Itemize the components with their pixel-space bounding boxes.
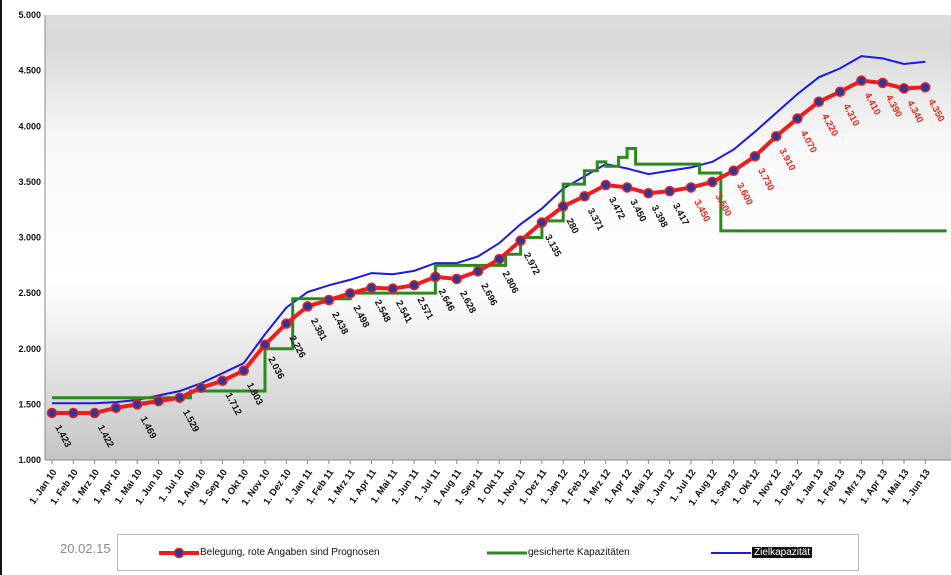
data-point-belegung <box>281 318 292 329</box>
y-tick-label: 1.000 <box>18 455 41 465</box>
data-point-belegung <box>451 273 462 285</box>
data-point-belegung <box>557 201 569 212</box>
data-point-belegung <box>728 165 739 176</box>
data-point-belegung <box>685 182 697 193</box>
data-point-belegung <box>536 217 548 228</box>
y-tick-label: 1.500 <box>18 399 41 409</box>
data-point-belegung <box>472 266 484 277</box>
legend-item-belegung: Belegung, rote Angaben sind Prognosen <box>158 535 380 570</box>
data-point-belegung <box>131 399 143 410</box>
data-point-belegung <box>920 82 931 93</box>
data-point-belegung <box>217 375 228 387</box>
y-axis: 1.000 1.500 2.000 2.500 3.000 3.500 4.000 4.500… <box>18 10 46 465</box>
legend-swatch-green <box>487 551 527 554</box>
data-point-belegung <box>174 392 186 403</box>
y-tick-label: 5.000 <box>18 10 41 20</box>
data-point-belegung <box>579 190 590 202</box>
data-point-belegung <box>792 113 803 124</box>
data-point-belegung <box>46 407 58 419</box>
data-point-belegung <box>238 365 249 376</box>
data-point-belegung <box>323 294 335 306</box>
y-tick-label: 3.500 <box>18 177 41 187</box>
footer-date: 20.02.15 <box>60 541 111 556</box>
data-point-belegung <box>68 407 79 419</box>
data-point-belegung <box>834 86 846 98</box>
legend-swatch-red <box>159 547 199 558</box>
data-point-belegung <box>195 382 207 393</box>
y-tick-label: 3.000 <box>18 233 41 243</box>
series-layer <box>46 55 947 419</box>
legend: Belegung, rote Angaben sind Prognosen ge… <box>117 534 859 571</box>
data-point-belegung <box>259 339 271 350</box>
data-point-belegung <box>344 288 356 299</box>
y-tick-label: 4.000 <box>18 121 41 131</box>
data-point-belegung <box>153 395 164 407</box>
data-point-belegung <box>856 75 867 86</box>
data-point-belegung <box>643 187 654 199</box>
data-point-belegung <box>621 182 633 193</box>
legend-label-kapazitaeten: gesicherte Kapazitäten <box>528 547 630 558</box>
y-tick-label: 2.000 <box>18 344 41 354</box>
data-point-belegung <box>600 179 612 191</box>
y-tick-label: 2.500 <box>18 288 41 298</box>
data-point-belegung <box>707 176 718 188</box>
x-axis: 1. Jan 101. Feb 101. Mrz 101. Apr 101. M… <box>27 459 951 508</box>
legend-swatch-blue <box>711 551 751 554</box>
data-point-belegung <box>494 253 505 265</box>
frame-border <box>0 0 2 575</box>
data-point-belegung <box>813 96 825 108</box>
data-point-belegung <box>110 402 122 414</box>
data-point-belegung <box>877 77 888 89</box>
data-point-belegung <box>430 271 441 283</box>
legend-item-kapazitaeten: gesicherte Kapazitäten <box>486 535 630 570</box>
legend-label-belegung: Belegung, rote Angaben sind Prognosen <box>200 547 380 558</box>
data-point-belegung <box>749 151 761 162</box>
data-point-belegung <box>366 282 377 294</box>
data-point-belegung <box>898 83 910 94</box>
data-point-belegung <box>89 407 100 419</box>
data-point-belegung <box>408 279 420 291</box>
data-point-belegung <box>387 283 399 294</box>
data-point-belegung <box>515 235 526 246</box>
legend-item-zielkapazitaet: Zielkapazität <box>710 535 813 570</box>
data-point-belegung <box>302 301 313 312</box>
data-point-belegung <box>664 185 675 197</box>
legend-label-zielkapazitaet: Zielkapazität <box>752 547 813 558</box>
y-tick-label: 4.500 <box>18 66 41 76</box>
data-point-belegung <box>770 131 782 142</box>
